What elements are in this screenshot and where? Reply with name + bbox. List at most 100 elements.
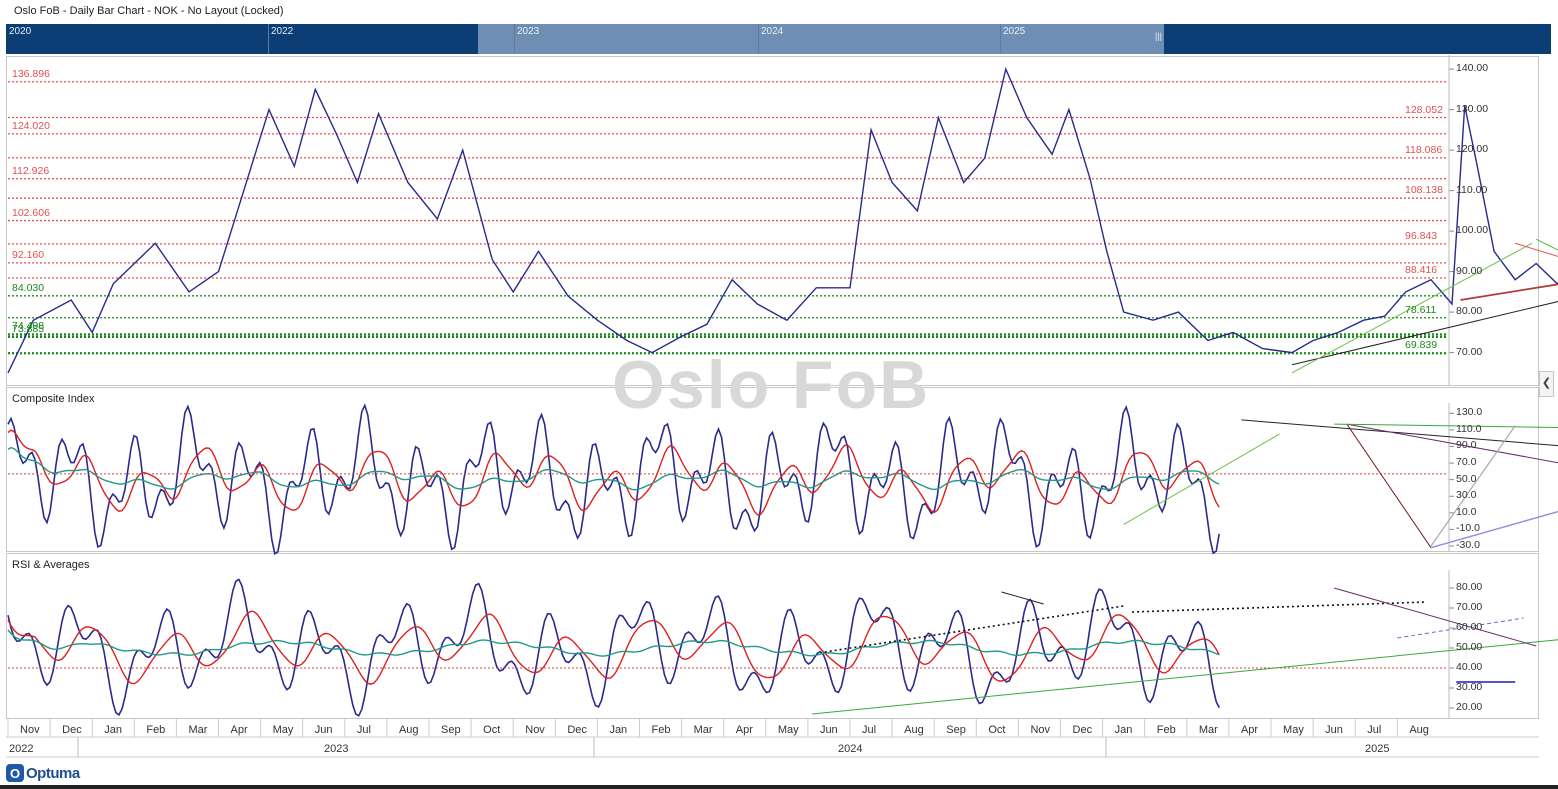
x-month-label: Mar [1198, 724, 1218, 736]
y-tick-label: 130.00 [1456, 102, 1489, 115]
level-label: 102.606 [12, 206, 50, 219]
trendline [1397, 617, 1524, 639]
y-tick-label: 80.00 [1456, 581, 1483, 593]
rsi-pane[interactable] [6, 553, 1539, 719]
oscillator-series-1 [7, 429, 1220, 516]
x-month-label: Mar [188, 724, 208, 736]
x-month-label: Jan [104, 724, 122, 736]
y-tick-label: 60.00 [1456, 621, 1483, 633]
trendline [1346, 423, 1558, 464]
y-tick-label: 90.0 [1456, 439, 1477, 452]
x-month-label: Jan [1114, 724, 1133, 736]
level-label: 128.052 [1405, 103, 1443, 116]
x-month-label: Aug [904, 724, 924, 736]
composite-pane-title: Composite Index [12, 393, 95, 405]
oscillator-series-1 [7, 610, 1220, 685]
x-month-label: May [272, 724, 294, 736]
y-tick-label: 140.00 [1456, 62, 1489, 75]
navigator-separator [514, 24, 515, 54]
x-month-label: Aug [1409, 724, 1429, 736]
navigator-year-label: 2022 [271, 26, 294, 37]
trendline [812, 639, 1558, 715]
trendline [1241, 419, 1558, 447]
trendline [1123, 433, 1280, 525]
optuma-logo: O Optuma [6, 762, 80, 784]
trendline [1536, 238, 1558, 251]
y-tick-label: 50.0 [1456, 472, 1477, 485]
trendline [824, 605, 1124, 653]
x-month-label: Jun [1325, 724, 1343, 736]
level-label: 92.160 [12, 248, 45, 261]
y-tick-label: 90.00 [1456, 264, 1483, 277]
trendline [1460, 283, 1558, 301]
x-month-label: Sep [946, 724, 966, 736]
level-label: 84.030 [12, 281, 45, 294]
level-label: 78.611 [1405, 303, 1437, 316]
x-month-label: Feb [146, 724, 166, 736]
oscillator-series-0 [7, 578, 1220, 717]
trendline [1291, 301, 1558, 366]
rsi-pane-title: RSI & Averages [12, 559, 90, 571]
x-month-label: Apr [735, 724, 753, 736]
watermark: Oslo FoB [612, 347, 931, 423]
y-tick-label: 110.0 [1456, 422, 1482, 435]
x-month-label: Apr [230, 724, 248, 736]
navigator-separator [758, 24, 759, 54]
trendline [1132, 601, 1427, 613]
trendline [1515, 242, 1558, 257]
x-year-label: 2025 [1365, 743, 1390, 755]
x-month-label: Jun [314, 724, 333, 736]
optuma-logo-text: Optuma [26, 764, 80, 782]
x-month-label: Nov [525, 724, 545, 736]
y-tick-label: 20.00 [1456, 701, 1483, 713]
navigator-window[interactable] [478, 24, 1164, 54]
y-tick-label: 100.00 [1456, 224, 1489, 237]
collapse-panel-icon[interactable]: ❮ [1539, 371, 1554, 397]
trendline [1334, 423, 1558, 428]
x-month-label: Oct [483, 724, 501, 736]
optuma-logo-icon: O [6, 764, 24, 782]
y-tick-label: 110.00 [1456, 183, 1488, 196]
navigator-year-label: 2024 [761, 26, 784, 37]
y-tick-label: 70.00 [1456, 601, 1483, 613]
y-tick-label: 130.0 [1456, 406, 1483, 419]
trendline [1001, 591, 1044, 605]
x-month-label: Jan [609, 724, 628, 736]
y-tick-label: 30.0 [1456, 489, 1477, 502]
level-label: 136.896 [12, 67, 50, 80]
y-tick-label: 40.00 [1456, 661, 1483, 673]
navigator-grip-icon[interactable]: ||| [1155, 31, 1163, 41]
x-month-label: Dec [567, 724, 587, 736]
level-label: 73.885 [12, 322, 45, 335]
oscillator-series-2 [7, 446, 1220, 491]
x-year-label: 2023 [324, 743, 349, 755]
y-tick-label: -10.0 [1456, 522, 1480, 535]
y-tick-label: 70.0 [1456, 456, 1477, 469]
x-month-label: Jun [819, 724, 838, 736]
level-label: 118.086 [1405, 143, 1443, 156]
x-month-label: May [1283, 724, 1304, 736]
x-month-label: Sep [441, 724, 461, 736]
x-month-label: Nov [20, 724, 40, 736]
y-tick-label: 120.00 [1456, 143, 1489, 156]
x-month-label: Feb [651, 724, 671, 736]
level-label: 96.843 [1405, 229, 1438, 242]
composite-index-pane[interactable] [6, 387, 1539, 552]
y-tick-label: 50.00 [1456, 641, 1483, 653]
x-month-label: Apr [1240, 724, 1259, 736]
navigator-year-label: 2020 [9, 26, 32, 37]
x-month-label: May [777, 724, 799, 736]
x-month-label: Dec [62, 724, 82, 736]
x-month-label: Jul [356, 724, 371, 736]
window-title: Oslo FoB - Daily Bar Chart - NOK - No La… [14, 5, 284, 17]
level-label: 74.498 [12, 320, 45, 333]
y-tick-label: 80.00 [1456, 305, 1483, 318]
bottom-border [0, 785, 1558, 789]
level-label: 124.020 [12, 119, 50, 132]
x-month-label: Mar [693, 724, 713, 736]
x-year-label: 2024 [838, 743, 863, 755]
y-tick-label: 70.00 [1456, 345, 1483, 358]
trendline [1430, 425, 1516, 547]
x-month-label: Dec [1072, 724, 1093, 736]
